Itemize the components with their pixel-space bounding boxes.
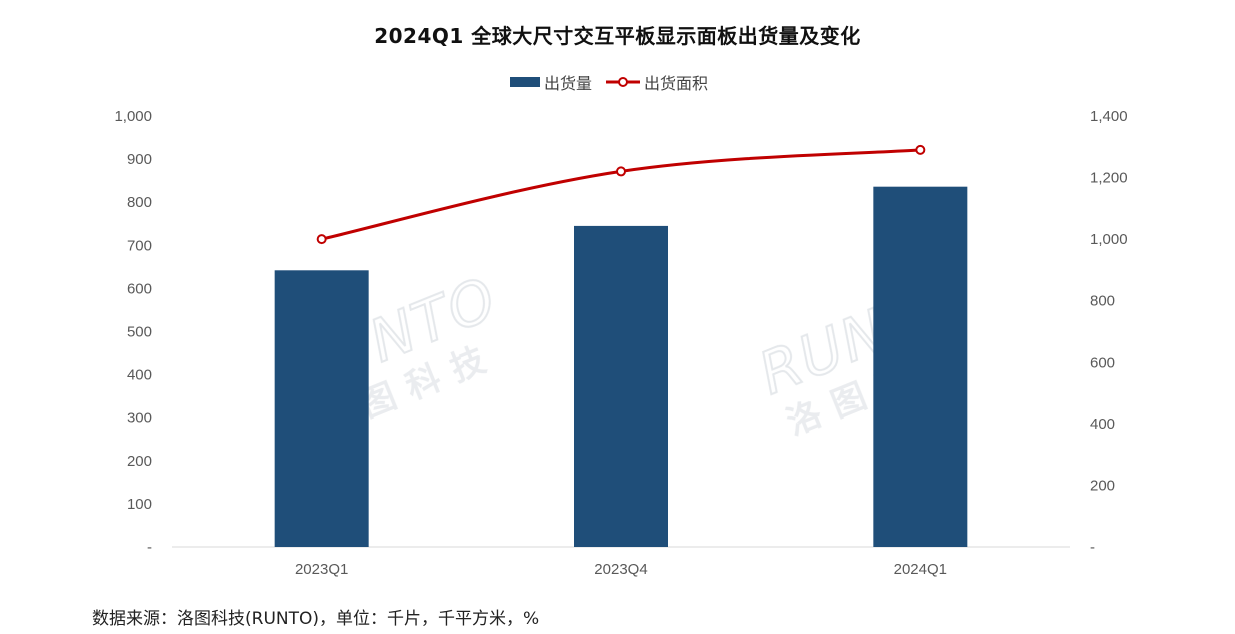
bar <box>574 225 668 547</box>
legend-item-bar: 出货量 <box>510 70 592 94</box>
legend-bar-swatch <box>510 77 540 87</box>
y-right-tick-label: 1,400 <box>1090 108 1128 125</box>
line-series <box>316 144 926 245</box>
line-series-path <box>321 148 921 241</box>
bar <box>274 270 369 547</box>
x-tick-label: 2024Q1 <box>894 561 947 578</box>
y-right-tick-label: 600 <box>1090 354 1115 371</box>
legend-line-swatch <box>606 77 641 87</box>
bar <box>873 186 968 547</box>
y-left-tick-label: 700 <box>127 237 152 254</box>
y-right-tick-label: 200 <box>1090 477 1115 494</box>
y-left-tick-label: 300 <box>127 410 152 427</box>
y-left-tick-label: 600 <box>127 280 152 297</box>
y-left-tick-label: 100 <box>127 496 152 513</box>
y-right-tick-label: 800 <box>1090 293 1115 310</box>
chart-plot: RUNTO洛图科技RUNTO洛图科技 -10020030040050060070… <box>114 108 1128 578</box>
y-left-tick-label: 500 <box>127 324 152 341</box>
legend-item-line: 出货面积 <box>606 70 708 94</box>
y-right-tick-label: 1,000 <box>1090 231 1128 248</box>
y-left-tick-label: 800 <box>127 194 152 211</box>
y-right-tick-label: 400 <box>1090 416 1115 433</box>
legend-label-line: 出货面积 <box>644 74 709 93</box>
y-left-tick-label: 1,000 <box>114 108 152 125</box>
legend-label-bar: 出货量 <box>544 74 593 93</box>
x-tick-label: 2023Q1 <box>295 561 348 578</box>
y-right-tick-label: - <box>1090 539 1095 556</box>
y-left-tick-label: 400 <box>127 367 152 384</box>
bars <box>274 186 968 547</box>
y-right-tick-label: 1,200 <box>1090 170 1128 187</box>
source-note: 数据来源：洛图科技(RUNTO)，单位：千片，千平方米，% <box>92 609 540 629</box>
line-point <box>616 166 626 177</box>
line-point <box>316 234 327 245</box>
legend: 出货量 出货面积 <box>510 70 722 94</box>
y-left-tick-label: 900 <box>127 151 152 168</box>
x-tick-label: 2023Q4 <box>594 561 647 578</box>
chart-title: 2024Q1 全球大尺寸交互平板显示面板出货量及变化 <box>374 24 861 48</box>
y-left-tick-label: 200 <box>127 453 152 470</box>
y-left-tick-label: - <box>147 539 152 556</box>
line-point <box>915 144 926 155</box>
